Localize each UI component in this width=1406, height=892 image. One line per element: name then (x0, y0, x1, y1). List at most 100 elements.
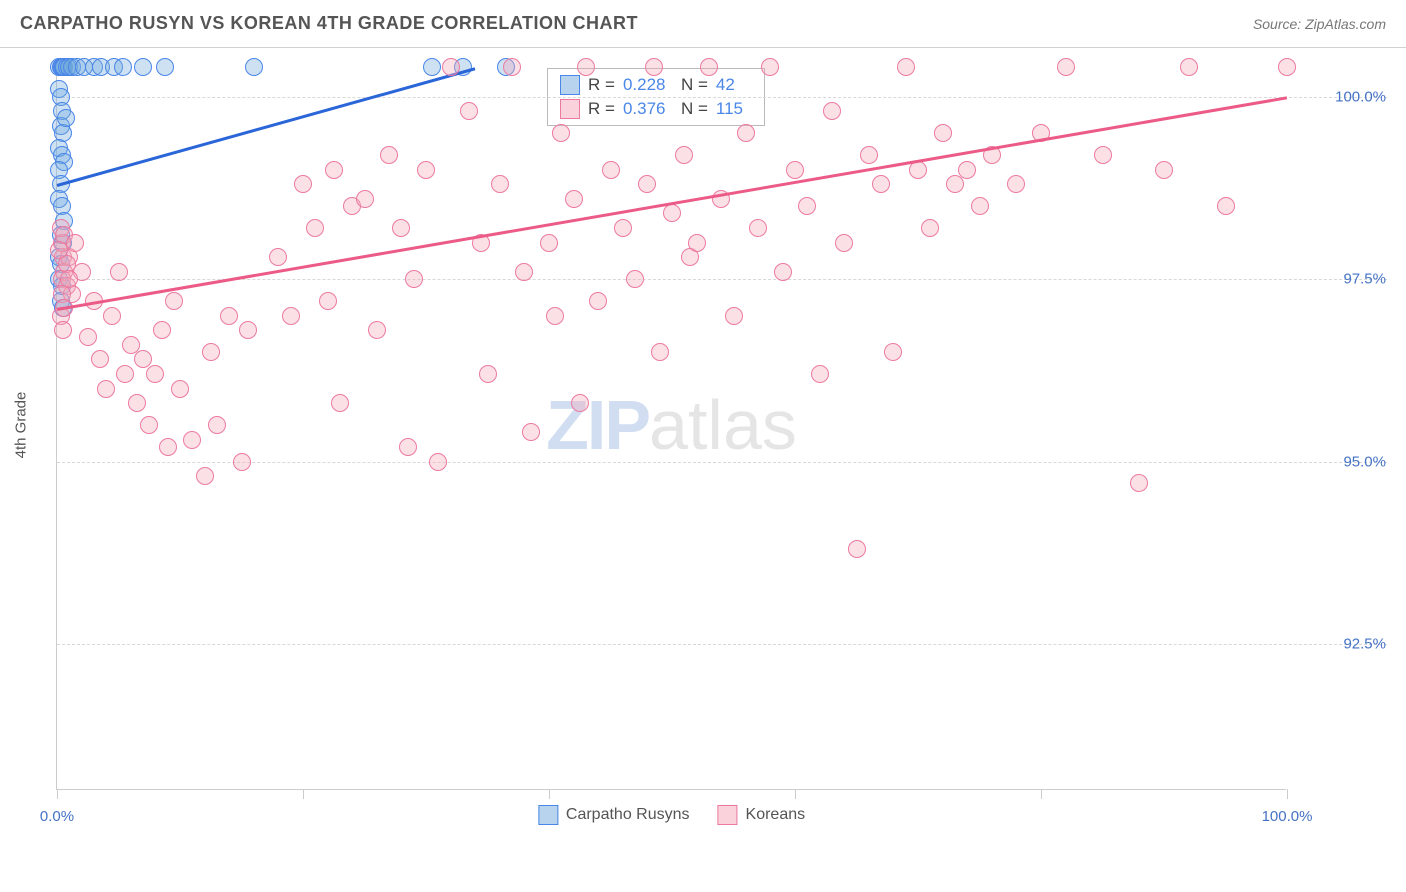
scatter-point (761, 58, 779, 76)
scatter-point (116, 365, 134, 383)
chart-title: CARPATHO RUSYN VS KOREAN 4TH GRADE CORRE… (20, 13, 638, 34)
gridline-h (57, 644, 1387, 645)
scatter-point (1130, 474, 1148, 492)
scatter-point (202, 343, 220, 361)
scatter-point (153, 321, 171, 339)
scatter-point (700, 58, 718, 76)
scatter-point (934, 124, 952, 142)
scatter-point (798, 197, 816, 215)
scatter-point (380, 146, 398, 164)
y-tick-label: 97.5% (1296, 271, 1386, 288)
stats-n-label: N = (681, 75, 708, 95)
scatter-point (503, 58, 521, 76)
scatter-point (54, 321, 72, 339)
scatter-point (134, 58, 152, 76)
legend-label: Carpatho Rusyns (566, 806, 690, 824)
scatter-point (460, 102, 478, 120)
chart-source: Source: ZipAtlas.com (1253, 16, 1386, 32)
scatter-point (110, 263, 128, 281)
scatter-point (884, 343, 902, 361)
scatter-point (971, 197, 989, 215)
gridline-h (57, 462, 1387, 463)
scatter-point (196, 467, 214, 485)
scatter-point (146, 365, 164, 383)
y-tick-label: 92.5% (1296, 636, 1386, 653)
scatter-point (860, 146, 878, 164)
scatter-point (479, 365, 497, 383)
chart-header: CARPATHO RUSYN VS KOREAN 4TH GRADE CORRE… (0, 0, 1406, 48)
scatter-point (429, 453, 447, 471)
scatter-point (638, 175, 656, 193)
x-tick (303, 789, 304, 799)
x-tick-label: 0.0% (40, 808, 74, 825)
scatter-point (220, 307, 238, 325)
scatter-point (392, 219, 410, 237)
bottom-legend: Carpatho Rusyns Koreans (538, 805, 805, 825)
scatter-point (159, 438, 177, 456)
legend-item: Carpatho Rusyns (538, 805, 690, 825)
scatter-point (651, 343, 669, 361)
scatter-point (872, 175, 890, 193)
stats-row: R =0.376N =115 (560, 97, 752, 121)
scatter-point (282, 307, 300, 325)
stats-n-value: 42 (716, 75, 752, 95)
legend-swatch (718, 805, 738, 825)
scatter-point (417, 161, 435, 179)
scatter-point (946, 175, 964, 193)
gridline-h (57, 97, 1387, 98)
scatter-point (233, 453, 251, 471)
scatter-point (331, 394, 349, 412)
scatter-point (208, 416, 226, 434)
scatter-point (491, 175, 509, 193)
x-tick (1287, 789, 1288, 799)
legend-label: Koreans (746, 806, 806, 824)
scatter-point (57, 109, 75, 127)
scatter-point (565, 190, 583, 208)
scatter-point (1155, 161, 1173, 179)
scatter-point (774, 263, 792, 281)
scatter-point (423, 58, 441, 76)
scatter-point (97, 380, 115, 398)
scatter-point (356, 190, 374, 208)
scatter-point (823, 102, 841, 120)
scatter-point (140, 416, 158, 434)
stats-n-value: 115 (716, 99, 752, 119)
stats-row: R =0.228N =42 (560, 73, 752, 97)
scatter-point (325, 161, 343, 179)
stats-n-label: N = (681, 99, 708, 119)
scatter-point (79, 328, 97, 346)
scatter-point (245, 58, 263, 76)
x-tick-label: 100.0% (1262, 808, 1313, 825)
chart-area: 4th Grade ZIPatlas R =0.228N =42R =0.376… (56, 60, 1386, 820)
scatter-point (405, 270, 423, 288)
x-tick (549, 789, 550, 799)
scatter-point (319, 292, 337, 310)
trend-line (57, 67, 476, 187)
scatter-point (1217, 197, 1235, 215)
scatter-point (571, 394, 589, 412)
scatter-point (663, 204, 681, 222)
scatter-point (515, 263, 533, 281)
scatter-point (958, 161, 976, 179)
scatter-point (1278, 58, 1296, 76)
scatter-point (1057, 58, 1075, 76)
plot-region: 4th Grade ZIPatlas R =0.228N =42R =0.376… (56, 60, 1286, 790)
scatter-point (897, 58, 915, 76)
x-tick (1041, 789, 1042, 799)
scatter-point (546, 307, 564, 325)
y-tick-label: 100.0% (1296, 88, 1386, 105)
x-tick (795, 789, 796, 799)
scatter-point (848, 540, 866, 558)
scatter-point (103, 307, 121, 325)
legend-swatch (538, 805, 558, 825)
scatter-point (921, 219, 939, 237)
scatter-point (835, 234, 853, 252)
scatter-point (128, 394, 146, 412)
scatter-point (725, 307, 743, 325)
scatter-point (91, 350, 109, 368)
scatter-point (156, 58, 174, 76)
scatter-point (171, 380, 189, 398)
scatter-point (1007, 175, 1025, 193)
scatter-point (675, 146, 693, 164)
scatter-point (306, 219, 324, 237)
